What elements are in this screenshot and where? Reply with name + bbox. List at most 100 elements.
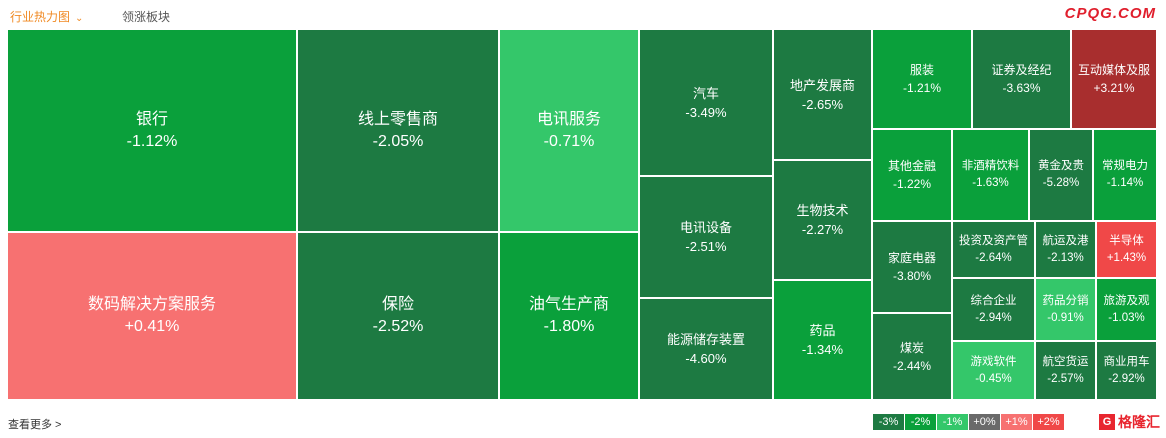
tile-change: -1.12% bbox=[126, 132, 178, 150]
tile-property-developers[interactable]: 地产发展商 -2.65% bbox=[773, 29, 872, 160]
tile-name: 互动媒体及服 bbox=[1077, 63, 1150, 77]
tab-industry-label: 行业热力图 bbox=[10, 10, 71, 24]
tile-name: 数码解决方案服务 bbox=[87, 296, 216, 313]
tile-change: +1.43% bbox=[1106, 251, 1147, 264]
tile-change: -3.80% bbox=[892, 269, 932, 283]
tile-change: -3.63% bbox=[1002, 81, 1041, 95]
tile-gaming-software[interactable]: 游戏软件 -0.45% bbox=[952, 341, 1035, 400]
view-more-link[interactable]: 查看更多 > bbox=[8, 419, 62, 431]
tile-oil-gas[interactable]: 油气生产商 -1.80% bbox=[499, 232, 639, 400]
tile-coal[interactable]: 煤炭 -2.44% bbox=[872, 313, 952, 400]
tile-change: -4.60% bbox=[685, 351, 727, 366]
tile-name: 保险 bbox=[381, 296, 414, 313]
tile-change: -2.27% bbox=[801, 222, 844, 237]
tile-change: -1.34% bbox=[801, 342, 844, 357]
tile-change: -0.71% bbox=[543, 132, 595, 150]
tile-change: -2.94% bbox=[975, 311, 1012, 324]
tile-online-retail[interactable]: 线上零售商 -2.05% bbox=[297, 29, 499, 232]
tile-name: 煤炭 bbox=[899, 340, 924, 355]
tile-energy-storage[interactable]: 能源储存装置 -4.60% bbox=[639, 298, 773, 400]
tile-change: -1.22% bbox=[892, 177, 932, 191]
tab-leading-sectors[interactable]: 领涨板块 bbox=[122, 8, 170, 25]
tile-name: 电讯设备 bbox=[679, 220, 732, 235]
tile-name: 药品分销 bbox=[1042, 294, 1089, 307]
tile-change: +3.21% bbox=[1093, 81, 1135, 95]
tile-name: 电讯服务 bbox=[536, 110, 601, 128]
legend-item: +0% bbox=[969, 414, 1000, 430]
tile-name: 其他金融 bbox=[887, 159, 936, 173]
tile-name: 线上零售商 bbox=[357, 110, 438, 128]
tile-telecom-services[interactable]: 电讯服务 -0.71% bbox=[499, 29, 639, 232]
tile-name: 生物技术 bbox=[796, 203, 849, 218]
tile-change: -2.65% bbox=[801, 96, 844, 112]
tile-asset-management[interactable]: 投资及资产管 -2.64% bbox=[952, 221, 1035, 278]
tile-name: 油气生产商 bbox=[528, 296, 609, 313]
tile-air-freight[interactable]: 航空货运 -2.57% bbox=[1035, 341, 1096, 400]
tile-digital-solutions[interactable]: 数码解决方案服务 +0.41% bbox=[7, 232, 297, 400]
tile-other-finance[interactable]: 其他金融 -1.22% bbox=[872, 129, 952, 221]
color-legend: -3% -2% -1% +0% +1% +2% bbox=[873, 414, 1065, 430]
tile-commercial-vehicles[interactable]: 商业用车 -2.92% bbox=[1096, 341, 1157, 400]
tile-telecom-equipment[interactable]: 电讯设备 -2.51% bbox=[639, 176, 773, 298]
logo-icon: G bbox=[1099, 414, 1115, 430]
tile-change: -1.03% bbox=[1108, 311, 1145, 324]
tile-apparel[interactable]: 服装 -1.21% bbox=[872, 29, 972, 129]
tab-industry-heatmap[interactable]: 行业热力图 ⌄ bbox=[10, 8, 83, 25]
tile-soft-drinks[interactable]: 非酒精饮料 -1.63% bbox=[952, 129, 1029, 221]
tile-name: 汽车 bbox=[692, 85, 719, 101]
logo-text: 格隆汇 bbox=[1118, 414, 1160, 430]
tile-home-appliances[interactable]: 家庭电器 -3.80% bbox=[872, 221, 952, 313]
tab-leading-label: 领涨板块 bbox=[122, 10, 171, 24]
tile-conglomerates[interactable]: 综合企业 -2.94% bbox=[952, 278, 1035, 341]
tile-name: 证券及经纪 bbox=[991, 63, 1052, 77]
tile-change: -2.52% bbox=[372, 318, 424, 335]
tile-change: -1.14% bbox=[1106, 177, 1144, 189]
tile-name: 能源储存装置 bbox=[666, 332, 745, 347]
legend-item: -1% bbox=[937, 414, 968, 430]
tile-biotech[interactable]: 生物技术 -2.27% bbox=[773, 160, 872, 280]
tile-change: -2.92% bbox=[1108, 372, 1145, 385]
gelonghui-logo: G 格隆汇 bbox=[1096, 411, 1160, 433]
tile-pharma-distribution[interactable]: 药品分销 -0.91% bbox=[1035, 278, 1096, 341]
tile-name: 航运及港 bbox=[1042, 234, 1089, 247]
legend-item: -2% bbox=[905, 414, 936, 430]
industry-heatmap: 银行 -1.12% 数码解决方案服务 +0.41% 线上零售商 -2.05% 保… bbox=[7, 29, 1157, 400]
tile-name: 地产发展商 bbox=[789, 77, 855, 93]
tile-change: -0.45% bbox=[975, 372, 1012, 385]
tile-name: 商业用车 bbox=[1103, 355, 1150, 368]
tile-name: 综合企业 bbox=[970, 294, 1017, 307]
tile-change: -1.80% bbox=[543, 318, 595, 335]
tile-interactive-media[interactable]: 互动媒体及服 +3.21% bbox=[1071, 29, 1157, 129]
tile-insurance[interactable]: 保险 -2.52% bbox=[297, 232, 499, 400]
legend-item: +2% bbox=[1033, 414, 1064, 430]
tile-change: -2.05% bbox=[372, 132, 424, 150]
tile-name: 旅游及观 bbox=[1103, 294, 1150, 307]
tile-change: -3.49% bbox=[685, 104, 727, 120]
chevron-down-icon: ⌄ bbox=[75, 13, 84, 24]
tile-name: 家庭电器 bbox=[887, 251, 936, 265]
tile-name: 黄金及贵 bbox=[1038, 160, 1084, 172]
tile-securities-brokers[interactable]: 证券及经纪 -3.63% bbox=[972, 29, 1071, 129]
tile-change: +0.41% bbox=[124, 318, 180, 335]
tile-name: 服装 bbox=[909, 63, 934, 77]
tile-change: -5.28% bbox=[1042, 177, 1080, 189]
tile-change: -2.64% bbox=[975, 251, 1012, 264]
tile-change: -2.44% bbox=[892, 358, 932, 373]
tile-change: -0.91% bbox=[1047, 311, 1084, 324]
tile-name: 游戏软件 bbox=[970, 355, 1017, 368]
legend-item: -3% bbox=[873, 414, 904, 430]
tile-name: 半导体 bbox=[1109, 234, 1144, 247]
tile-travel-tourism[interactable]: 旅游及观 -1.03% bbox=[1096, 278, 1157, 341]
tile-conventional-power[interactable]: 常规电力 -1.14% bbox=[1093, 129, 1157, 221]
top-bar: 行业热力图 ⌄ 领涨板块 CPQG.COM bbox=[0, 0, 1166, 30]
tile-banks[interactable]: 银行 -1.12% bbox=[7, 29, 297, 232]
tile-autos[interactable]: 汽车 -3.49% bbox=[639, 29, 773, 176]
tile-pharma[interactable]: 药品 -1.34% bbox=[773, 280, 872, 400]
tile-change: -1.21% bbox=[902, 81, 942, 95]
tile-name: 航空货运 bbox=[1042, 355, 1089, 368]
tile-shipping-ports[interactable]: 航运及港 -2.13% bbox=[1035, 221, 1096, 278]
tile-name: 常规电力 bbox=[1102, 160, 1148, 172]
legend-item: +1% bbox=[1001, 414, 1032, 430]
tile-precious-metals[interactable]: 黄金及贵 -5.28% bbox=[1029, 129, 1093, 221]
tile-semiconductors[interactable]: 半导体 +1.43% bbox=[1096, 221, 1157, 278]
